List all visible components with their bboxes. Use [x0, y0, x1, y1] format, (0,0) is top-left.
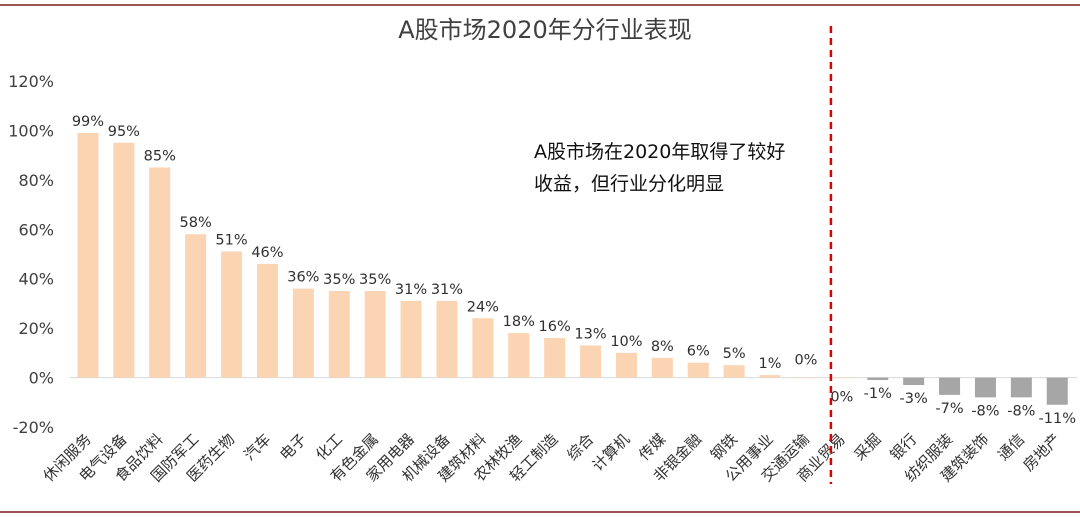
y-tick-label: 80%	[18, 171, 54, 190]
category-label: 采掘	[851, 430, 885, 464]
value-label: -11%	[1039, 411, 1076, 427]
bar	[77, 132, 99, 378]
bar	[544, 338, 566, 378]
value-label: 35%	[323, 272, 355, 288]
value-label: 51%	[215, 233, 247, 249]
value-label: 18%	[503, 314, 535, 330]
value-label: 99%	[72, 114, 104, 130]
bar	[795, 377, 817, 379]
value-label: 6%	[687, 344, 710, 360]
bar	[185, 234, 207, 378]
value-labels-group: 99%95%85%58%51%46%36% 35% 35%31% 31%24%18% 1…	[72, 114, 1076, 427]
chart-title: A股市场2020年分行业表现	[398, 16, 692, 44]
y-tick-label: 40%	[18, 270, 54, 289]
y-tick-label: 100%	[8, 121, 54, 140]
value-label: 85%	[144, 149, 176, 165]
bar	[1010, 377, 1032, 398]
y-tick-label: -20%	[13, 418, 54, 437]
value-label: 36%	[287, 270, 319, 286]
value-label: -7%	[935, 401, 963, 417]
annotation-line-1: A股市场在2020年取得了较好	[534, 141, 785, 163]
value-label: 58%	[180, 215, 212, 231]
value-label: 46%	[251, 245, 283, 261]
bar	[149, 167, 171, 378]
value-label: 31%	[395, 282, 427, 298]
bar	[221, 251, 243, 378]
category-label: 计算机	[589, 430, 634, 475]
value-label: 8%	[651, 339, 674, 355]
value-label: 13%	[574, 326, 606, 342]
value-label: 31%	[431, 282, 463, 298]
bar	[292, 288, 314, 378]
annotation-line-2: 收益，但行业分化明显	[534, 173, 724, 195]
bars-group	[77, 132, 1068, 405]
bar	[364, 291, 386, 378]
bar	[687, 362, 709, 378]
bar	[759, 375, 781, 378]
value-label: 10%	[610, 334, 642, 350]
bar	[256, 263, 278, 378]
value-label: 24%	[467, 299, 499, 315]
bar	[113, 142, 135, 378]
bar	[723, 365, 745, 378]
bar	[974, 377, 996, 398]
value-label: -8%	[971, 403, 999, 419]
y-tick-label: 120%	[8, 72, 54, 91]
value-label: 0%	[794, 353, 817, 369]
y-tick-label: 0%	[29, 369, 54, 388]
category-label: 电子	[276, 430, 310, 464]
bar	[580, 345, 602, 378]
bar	[508, 333, 530, 378]
category-label: 汽车	[240, 430, 274, 464]
value-label: 16%	[539, 319, 571, 335]
bar	[939, 377, 961, 395]
bar	[867, 377, 889, 381]
value-label: -8%	[1007, 403, 1035, 419]
y-axis: -20% 0% 20% 40% 60% 80% 100% 120%	[8, 72, 1078, 437]
bar	[615, 352, 637, 378]
bar	[472, 318, 494, 378]
value-label: 35%	[359, 272, 391, 288]
y-tick-label: 20%	[18, 319, 54, 338]
bar	[651, 357, 673, 378]
value-label: -1%	[864, 386, 892, 402]
value-label: 5%	[723, 346, 746, 362]
bar	[436, 300, 458, 378]
category-label: 房地产	[1020, 430, 1065, 475]
value-label: 0%	[830, 390, 853, 406]
value-label: 95%	[108, 124, 140, 140]
value-label: -3%	[900, 391, 928, 407]
bar	[1046, 377, 1068, 405]
bar	[400, 300, 422, 378]
bar	[328, 291, 350, 378]
bar	[903, 377, 925, 385]
y-tick-label: 60%	[18, 220, 54, 239]
bar	[831, 377, 853, 379]
value-label: 1%	[759, 356, 782, 372]
